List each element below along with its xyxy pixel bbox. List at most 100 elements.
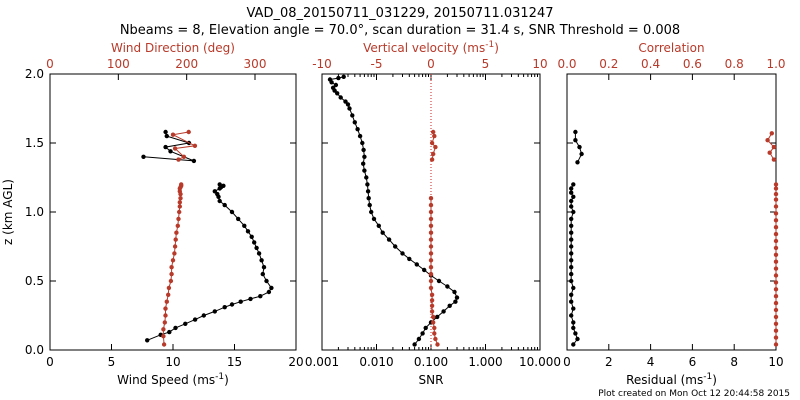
data-point: [175, 223, 180, 228]
data-point: [347, 106, 352, 111]
data-point: [569, 258, 574, 263]
data-point: [168, 149, 173, 154]
data-point: [221, 183, 226, 188]
data-point: [191, 158, 197, 164]
data-point: [571, 306, 576, 311]
data-point: [167, 329, 172, 335]
data-point: [773, 335, 779, 340]
data-point: [773, 211, 779, 216]
data-point: [336, 75, 341, 81]
data-point: [217, 182, 222, 187]
data-point: [341, 74, 346, 80]
data-point: [773, 300, 779, 306]
data-point: [773, 197, 779, 202]
data-point: [571, 182, 576, 187]
data-point: [169, 265, 174, 270]
data-point: [266, 289, 272, 295]
panel-frame: [49, 73, 297, 351]
data-point: [330, 85, 336, 91]
data-point: [432, 331, 437, 336]
data-point: [186, 129, 191, 135]
data-point: [575, 336, 580, 342]
top-tick-label: -5: [371, 57, 383, 71]
data-point: [773, 191, 779, 197]
data-point: [765, 138, 770, 143]
data-point: [166, 285, 172, 291]
data-point: [173, 325, 178, 331]
data-point: [571, 194, 576, 199]
data-point: [242, 223, 247, 228]
data-point: [222, 305, 227, 310]
x-tick-label: 10: [165, 355, 180, 369]
top-tick-label: 1.0: [766, 57, 785, 71]
top-axis-label-3: Correlation: [638, 41, 704, 55]
top-tick-label: 100: [107, 57, 130, 71]
data-point: [183, 321, 188, 326]
data-point: [163, 313, 168, 318]
data-point: [773, 294, 779, 299]
x-tick-label: 15: [227, 355, 242, 369]
x-tick-label: 6: [689, 355, 697, 369]
data-point: [428, 244, 434, 249]
data-point: [436, 278, 442, 284]
data-point: [343, 99, 348, 104]
data-point: [172, 146, 178, 151]
top-tick-label: 0.2: [599, 57, 618, 71]
data-point: [569, 271, 574, 277]
data-point: [177, 200, 182, 205]
data-point: [181, 154, 187, 159]
data-point: [161, 342, 167, 347]
data-point: [569, 186, 574, 191]
data-point: [569, 237, 574, 242]
data-point: [773, 273, 779, 278]
data-point: [222, 202, 227, 208]
top-tick-label: 0: [427, 57, 435, 71]
data-point: [345, 102, 351, 107]
data-point: [569, 244, 574, 249]
y-tick-label: 2.0: [25, 67, 44, 81]
data-point: [447, 303, 452, 308]
data-point: [177, 204, 182, 209]
data-point: [350, 113, 355, 118]
plot-created-footer: Plot created on Mon Oct 12 20:44:58 2015: [598, 389, 790, 399]
data-point: [252, 240, 257, 245]
data-point: [428, 223, 434, 228]
data-point: [164, 299, 169, 304]
x-tick-label: 0: [563, 355, 571, 369]
data-point: [367, 202, 372, 208]
x-tick-label: 1.000: [468, 355, 502, 369]
data-point: [428, 258, 434, 263]
data-point: [577, 144, 582, 150]
series-line-2-1: [329, 76, 458, 345]
data-point: [773, 266, 779, 271]
data-point: [571, 285, 576, 291]
data-point: [365, 189, 371, 194]
data-point: [429, 157, 435, 162]
data-point: [361, 161, 366, 166]
data-point: [569, 190, 574, 195]
data-point: [773, 280, 779, 285]
data-point: [256, 251, 262, 256]
data-point: [166, 292, 171, 297]
data-point: [371, 216, 377, 222]
data-point: [258, 294, 263, 299]
data-point: [161, 327, 166, 332]
data-point: [569, 216, 574, 222]
data-point: [767, 150, 772, 155]
data-point: [212, 309, 217, 314]
data-point: [201, 313, 206, 318]
data-point: [569, 313, 574, 318]
data-point: [364, 175, 369, 180]
data-point: [773, 252, 779, 257]
data-point: [361, 147, 366, 153]
data-point: [773, 259, 779, 264]
data-point: [773, 342, 779, 347]
data-point: [433, 336, 438, 342]
data-point: [172, 244, 178, 249]
data-point: [177, 209, 182, 215]
data-point: [428, 237, 434, 242]
top-tick-label: 300: [244, 57, 267, 71]
data-point: [428, 202, 434, 208]
